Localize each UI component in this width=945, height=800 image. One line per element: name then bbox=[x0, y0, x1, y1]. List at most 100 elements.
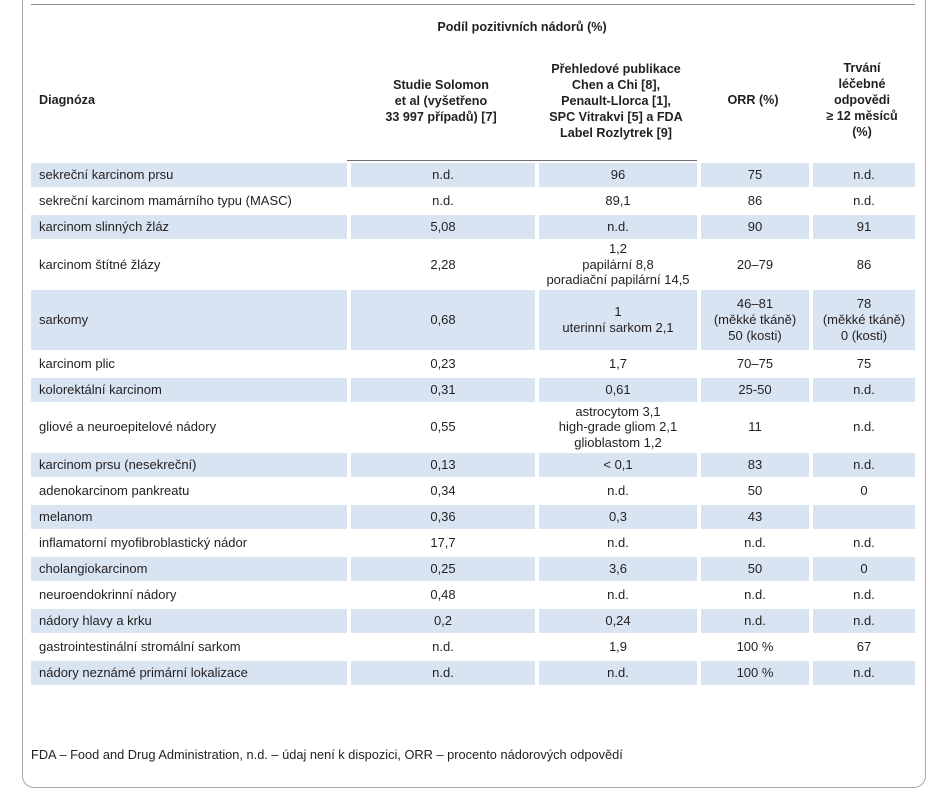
table-row: adenokarcinom pankreatu 0,34 n.d. 50 0 bbox=[31, 476, 915, 503]
cell-reviews: n.d. bbox=[535, 580, 697, 607]
cell-orr: 100 % bbox=[697, 632, 809, 659]
cell-orr: 100 % bbox=[697, 658, 809, 685]
table-body: sekreční karcinom prsu n.d. 96 75 n.d. sekreč… bbox=[31, 161, 915, 685]
cell-diagnosis: gastrointestinální stromální sarkom bbox=[31, 632, 347, 659]
cell-orr: 43 bbox=[697, 502, 809, 529]
cell-duration: 67 bbox=[809, 632, 915, 659]
cell-reviews: 96 bbox=[535, 161, 697, 187]
cell-solomon: 17,7 bbox=[347, 528, 535, 555]
cell-diagnosis: sekreční karcinom prsu bbox=[31, 161, 347, 187]
cell-solomon: 0,2 bbox=[347, 606, 535, 633]
header-orr: ORR (%) bbox=[727, 92, 779, 107]
table-row: kolorektální karcinom 0,31 0,61 25-50 n.d. bbox=[31, 375, 915, 402]
cell-orr: 46–81 (měkké tkáně) 50 (kosti) bbox=[697, 287, 809, 350]
cell-duration: 78 (měkké tkáně) 0 (kosti) bbox=[809, 287, 915, 350]
cell-orr: 75 bbox=[697, 161, 809, 187]
table-row: sekreční karcinom mamárního typu (MASC) n… bbox=[31, 187, 915, 213]
cell-duration: n.d. bbox=[809, 401, 915, 451]
cell-solomon: 0,13 bbox=[347, 450, 535, 477]
cell-duration: n.d. bbox=[809, 161, 915, 187]
cell-solomon: 0,36 bbox=[347, 502, 535, 529]
cell-orr: 90 bbox=[697, 213, 809, 239]
table-row: nádory hlavy a krku 0,2 0,24 n.d. n.d. bbox=[31, 606, 915, 633]
cell-duration: 0 bbox=[809, 554, 915, 581]
cell-reviews: 1,2 papilární 8,8 poradiační papilární 1… bbox=[535, 239, 697, 288]
table-row: gliové a neuroepitelové nádory 0,55 astroc… bbox=[31, 401, 915, 451]
header-reviews: Přehledové publikace Chen a Chi [8], Pen… bbox=[535, 42, 697, 161]
cell-orr: 20–79 bbox=[697, 239, 809, 288]
cell-duration: n.d. bbox=[809, 580, 915, 607]
cell-reviews: 1,7 bbox=[535, 349, 697, 376]
table-row: cholangiokarcinom 0,25 3,6 50 0 bbox=[31, 554, 915, 581]
cell-diagnosis: adenokarcinom pankreatu bbox=[31, 476, 347, 503]
cell-reviews: 1,9 bbox=[535, 632, 697, 659]
cell-reviews: n.d. bbox=[535, 476, 697, 503]
cell-diagnosis: karcinom slinných žláz bbox=[31, 213, 347, 239]
cell-diagnosis: karcinom plic bbox=[31, 349, 347, 376]
cell-orr: n.d. bbox=[697, 606, 809, 633]
cell-solomon: 0,55 bbox=[347, 401, 535, 451]
cell-solomon: 0,48 bbox=[347, 580, 535, 607]
cell-duration: n.d. bbox=[809, 187, 915, 213]
cell-diagnosis: karcinom štítné žlázy bbox=[31, 239, 347, 288]
cell-solomon: n.d. bbox=[347, 161, 535, 187]
cell-duration: n.d. bbox=[809, 528, 915, 555]
cell-orr: 83 bbox=[697, 450, 809, 477]
cell-solomon: 0,68 bbox=[347, 287, 535, 350]
cell-solomon: 2,28 bbox=[347, 239, 535, 288]
cell-duration: 86 bbox=[809, 239, 915, 288]
table-row: karcinom štítné žlázy 2,28 1,2 papilární 8… bbox=[31, 239, 915, 288]
cell-solomon: n.d. bbox=[347, 187, 535, 213]
cell-reviews: n.d. bbox=[535, 658, 697, 685]
cell-orr: 70–75 bbox=[697, 349, 809, 376]
cell-solomon: 0,34 bbox=[347, 476, 535, 503]
cell-solomon: n.d. bbox=[347, 658, 535, 685]
cell-diagnosis: gliové a neuroepitelové nádory bbox=[31, 401, 347, 451]
cell-solomon: 5,08 bbox=[347, 213, 535, 239]
top-rule bbox=[31, 4, 915, 5]
cell-duration: 91 bbox=[809, 213, 915, 239]
cell-solomon: 0,31 bbox=[347, 375, 535, 402]
table-row: karcinom prsu (nesekreční) 0,13 < 0,1 83 n.d… bbox=[31, 450, 915, 477]
header-solomon: Studie Solomon et al (vyšetřeno 33 997 p… bbox=[347, 42, 535, 161]
cell-diagnosis: nádory neznámé primární lokalizace bbox=[31, 658, 347, 685]
cell-diagnosis: karcinom prsu (nesekreční) bbox=[31, 450, 347, 477]
cell-duration: 0 bbox=[809, 476, 915, 503]
cell-orr: n.d. bbox=[697, 528, 809, 555]
table-row: neuroendokrinní nádory 0,48 n.d. n.d. n.d. bbox=[31, 580, 915, 607]
cell-reviews: 0,24 bbox=[535, 606, 697, 633]
cell-duration: n.d. bbox=[809, 450, 915, 477]
cell-diagnosis: sarkomy bbox=[31, 287, 347, 350]
table-row: karcinom plic 0,23 1,7 70–75 75 bbox=[31, 349, 915, 376]
cell-orr: 25-50 bbox=[697, 375, 809, 402]
cell-orr: 11 bbox=[697, 401, 809, 451]
cell-reviews: astrocytom 3,1 high-grade gliom 2,1 glio… bbox=[535, 401, 697, 451]
cell-diagnosis: melanom bbox=[31, 502, 347, 529]
table-row: inflamatorní myofibroblastický nádor 17,7… bbox=[31, 528, 915, 555]
cell-duration: n.d. bbox=[809, 375, 915, 402]
cell-diagnosis: neuroendokrinní nádory bbox=[31, 580, 347, 607]
cell-orr: n.d. bbox=[697, 580, 809, 607]
table-row: gastrointestinální stromální sarkom n.d. 1… bbox=[31, 632, 915, 659]
cell-reviews: 0,61 bbox=[535, 375, 697, 402]
cell-diagnosis: kolorektální karcinom bbox=[31, 375, 347, 402]
cell-reviews: 89,1 bbox=[535, 187, 697, 213]
cell-solomon: 0,23 bbox=[347, 349, 535, 376]
table-row: melanom 0,36 0,3 43 bbox=[31, 502, 915, 529]
table-row: sekreční karcinom prsu n.d. 96 75 n.d. bbox=[31, 161, 915, 187]
header-diagnosis: Diagnóza bbox=[39, 92, 95, 107]
cell-duration: n.d. bbox=[809, 658, 915, 685]
table-row: sarkomy 0,68 1 uterinní sarkom 2,1 46–81 (m… bbox=[31, 287, 915, 350]
cell-reviews: n.d. bbox=[535, 213, 697, 239]
cell-orr: 50 bbox=[697, 476, 809, 503]
header-group-label: Podíl pozitivních nádorů (%) bbox=[437, 20, 607, 34]
cell-duration bbox=[809, 502, 915, 529]
cell-diagnosis: inflamatorní myofibroblastický nádor bbox=[31, 528, 347, 555]
cell-orr: 86 bbox=[697, 187, 809, 213]
data-table: Diagnóza Podíl pozitivních nádorů (%) OR… bbox=[31, 18, 915, 685]
cell-reviews: n.d. bbox=[535, 528, 697, 555]
cell-duration: n.d. bbox=[809, 606, 915, 633]
footnote: FDA – Food and Drug Administration, n.d.… bbox=[31, 747, 623, 762]
table-row: nádory neznámé primární lokalizace n.d. n.… bbox=[31, 658, 915, 685]
cell-diagnosis: cholangiokarcinom bbox=[31, 554, 347, 581]
